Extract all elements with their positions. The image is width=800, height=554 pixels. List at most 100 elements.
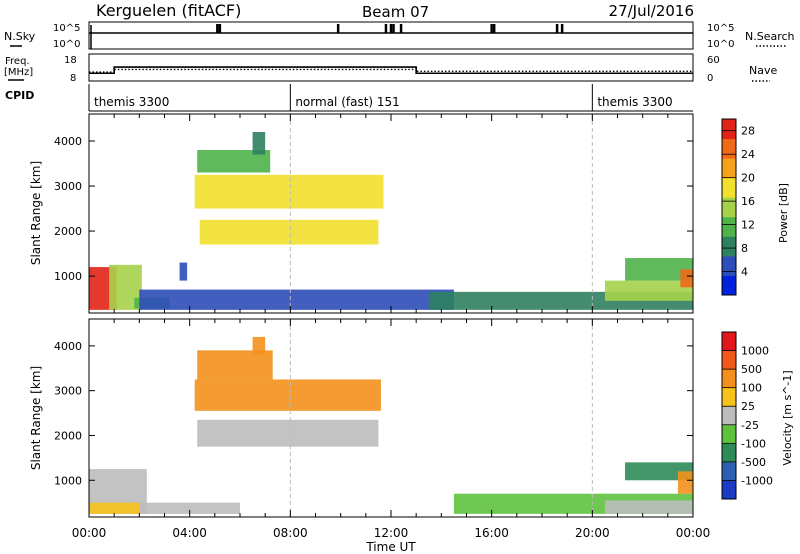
colorbar-swatch — [722, 275, 736, 296]
scatter-region — [197, 419, 379, 447]
velocity-plot-area — [89, 319, 693, 517]
scatter-region — [197, 350, 273, 380]
x-tick-label: 08:00 — [273, 526, 308, 540]
station-title: Kerguelen (fitACF) — [96, 1, 241, 20]
y-tick-label: 1000 — [54, 474, 82, 487]
colorbar-swatch — [722, 443, 736, 463]
power-time-gridlines — [289, 114, 593, 313]
cpid-label: CPID — [5, 89, 34, 102]
freq-label-top: Freq. — [5, 56, 30, 67]
power-x-tick-marks — [88, 114, 694, 313]
scatter-region — [252, 132, 266, 155]
x-tick-label: 16:00 — [474, 526, 509, 540]
colorbar-tick-label: 28 — [741, 125, 755, 138]
colorbar-frame — [721, 118, 737, 296]
colorbar-swatch — [722, 158, 736, 179]
colorbar-tick-label: 100 — [741, 382, 762, 395]
colorbar-tick-label: 500 — [741, 363, 762, 376]
colorbar-swatch — [722, 480, 736, 500]
nsky-label: N.Sky — [4, 30, 36, 43]
scatter-region — [194, 174, 384, 209]
y-tick-label: 2000 — [54, 429, 82, 442]
nsearch-tick-top: 10^5 — [707, 23, 734, 34]
colorbar-tick-label: -500 — [741, 456, 766, 469]
power-plot-area — [89, 114, 693, 313]
x-tick-label: 20:00 — [575, 526, 610, 540]
nsky-panel-frame — [88, 21, 694, 50]
nsky-tick-top: 10^5 — [53, 23, 80, 34]
scatter-region — [252, 336, 266, 355]
colorbar-swatch — [722, 350, 736, 370]
x-tick-label: 04:00 — [172, 526, 207, 540]
colorbar-tick-label: 16 — [741, 195, 755, 208]
x-tick-label: 00:00 — [72, 526, 107, 540]
scatter-region — [625, 462, 693, 481]
nsky-spikes — [216, 24, 564, 33]
time-axis-title: Time UT — [365, 540, 416, 554]
scatter-region — [199, 219, 379, 245]
colorbar-tick-label: 20 — [741, 172, 755, 185]
velocity-time-gridlines — [289, 319, 593, 517]
colorbar-tick-label: 8 — [741, 242, 748, 255]
power-colorbar-title: Power [dB] — [777, 183, 790, 243]
freq-label-bottom: [MHz] — [4, 67, 33, 78]
nave-tick-top: 60 — [707, 55, 720, 66]
freq-trace — [89, 66, 693, 75]
colorbar-swatch — [722, 369, 736, 389]
power-y-axis: 1000 2000 3000 4000 — [54, 135, 693, 283]
colorbar-tick-label: 12 — [741, 219, 755, 232]
scatter-region — [89, 502, 140, 514]
velocity-colorbar-title: Velocity [m s^-1] — [781, 370, 794, 465]
cpid-row: themis 3300 normal (fast) 151 themis 3300 — [88, 84, 673, 111]
time-axis-labels: 00:00 04:00 08:00 12:00 16:00 20:00 00:00 — [72, 526, 711, 540]
velocity-ylabel: Slant Range [km] — [29, 366, 43, 470]
colorbar-tick-label: 24 — [741, 148, 755, 161]
scatter-region — [179, 262, 188, 281]
y-tick-label: 1000 — [54, 270, 82, 283]
colorbar-tick-label: -1000 — [741, 474, 773, 487]
colorbar-swatch — [722, 406, 736, 426]
power-panel: 1000 2000 3000 4000 Slant Range [km] — [29, 113, 694, 314]
colorbar-tick-label: 4 — [741, 266, 748, 279]
scatter-region — [604, 280, 693, 301]
y-tick-label: 4000 — [54, 340, 82, 353]
velocity-panel: 1000 2000 3000 4000 Slant Range [km] — [29, 318, 694, 518]
nsearch-label: N.Search — [745, 30, 795, 43]
colorbar-swatch — [722, 255, 736, 276]
freq-tick-bottom: 8 — [70, 73, 76, 84]
scatter-region — [625, 258, 693, 281]
colorbar-swatch — [722, 332, 736, 352]
y-tick-label: 2000 — [54, 225, 82, 238]
colorbar-swatch — [722, 424, 736, 444]
colorbar-swatch — [722, 216, 736, 237]
nave-trace — [89, 68, 693, 73]
power-colorbar: 4 8 12 16 20 24 28 — [721, 118, 755, 296]
y-tick-label: 3000 — [54, 385, 82, 398]
colorbar-tick-label: 1000 — [741, 345, 769, 358]
velocity-colorbar: 1000 500 100 25 -25 -100 -500 -1000 — [721, 331, 773, 500]
freq-panel-frame — [88, 53, 694, 82]
scatter-region — [139, 289, 454, 310]
nsky-tick-bottom: 10^0 — [53, 39, 80, 50]
colorbar-frame — [721, 331, 737, 500]
colorbar-tick-label: -100 — [741, 437, 766, 450]
cpid-segment-label: themis 3300 — [94, 95, 169, 109]
x-tick-label: 12:00 — [374, 526, 409, 540]
x-tick-label: 00:00 — [676, 526, 711, 540]
scatter-region — [604, 500, 693, 514]
nave-label: Nave — [749, 64, 777, 77]
scatter-region — [197, 150, 271, 173]
power-ylabel: Slant Range [km] — [29, 161, 43, 265]
colorbar-swatch — [722, 177, 736, 198]
nave-tick-bottom: 0 — [707, 73, 713, 84]
beam-title: Beam 07 — [362, 3, 429, 21]
scatter-region — [677, 471, 693, 494]
velocity-x-tick-marks — [88, 319, 694, 517]
scatter-region — [680, 269, 693, 288]
nsearch-tick-bottom: 10^0 — [707, 39, 734, 50]
power-data-regions — [89, 132, 693, 310]
colorbar-tick-label: 25 — [741, 400, 755, 413]
colorbar-swatch — [722, 119, 736, 140]
colorbar-tick-label: -25 — [741, 419, 759, 432]
